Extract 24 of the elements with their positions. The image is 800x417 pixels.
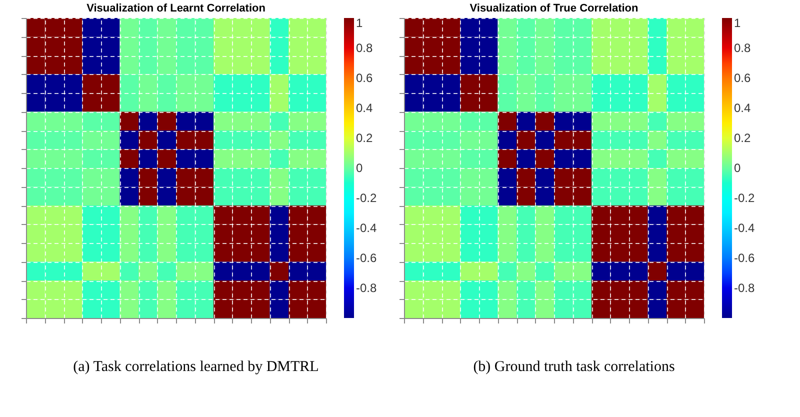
color-bar-label: -0.8 [356, 281, 378, 295]
color-bar-label: 0.4 [356, 101, 374, 115]
color-bar-label: -0.4 [734, 221, 756, 235]
color-bar-label: -0.6 [734, 251, 756, 265]
color-bar-label: 0.4 [734, 101, 752, 115]
color-bar-label: 0 [356, 161, 363, 175]
color-bar-label: 0 [734, 161, 741, 175]
color-bar-label: -0.2 [734, 191, 756, 205]
color-bar-label: -0.2 [356, 191, 378, 205]
color-bar-label: -0.6 [356, 251, 378, 265]
text: (a) Task correlations learned by DMTRL [73, 359, 319, 375]
color-bar-label: 0.6 [356, 71, 374, 85]
color-bar-label: -0.4 [356, 221, 378, 235]
color-bar-label: 1 [734, 16, 741, 30]
color-bar-label: 0.2 [734, 131, 752, 145]
chart-title: Visualization of Learnt Correlation [86, 2, 266, 14]
chart-title: Visualization of True Correlation [470, 2, 639, 14]
color-bar-label: 0.2 [356, 131, 374, 145]
color-bar-label: 0.8 [356, 41, 374, 55]
color-bar-label: 1 [356, 16, 363, 30]
color-bar-label: 0.8 [734, 41, 752, 55]
text: (b) Ground truth task correlations [473, 359, 675, 375]
color-bar-label: 0.6 [734, 71, 752, 85]
color-bar-label: -0.8 [734, 281, 756, 295]
